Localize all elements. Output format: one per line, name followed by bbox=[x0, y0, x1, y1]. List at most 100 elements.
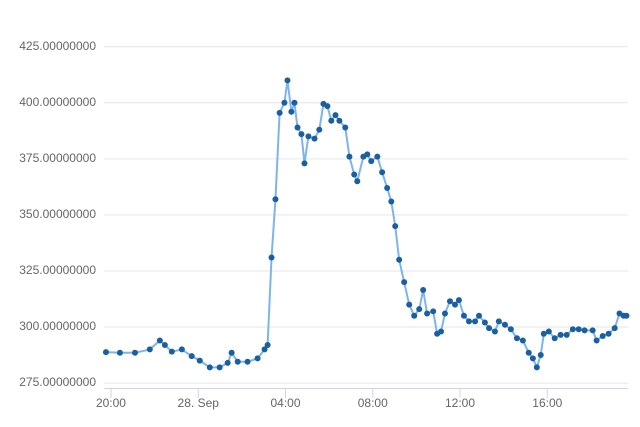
point bbox=[346, 153, 353, 160]
point bbox=[401, 279, 408, 286]
point bbox=[234, 358, 241, 365]
point bbox=[305, 133, 312, 140]
point bbox=[465, 318, 472, 325]
point bbox=[374, 153, 381, 160]
point bbox=[351, 171, 358, 178]
point bbox=[384, 184, 391, 191]
point bbox=[452, 301, 459, 308]
point bbox=[324, 103, 331, 110]
point bbox=[342, 124, 349, 131]
point bbox=[291, 99, 298, 106]
x-tick-label: 08:00 bbox=[358, 396, 388, 410]
point bbox=[557, 331, 564, 338]
point bbox=[411, 312, 418, 319]
point bbox=[392, 223, 399, 230]
point bbox=[161, 341, 168, 348]
x-tick-label: 28. Sep bbox=[178, 396, 220, 410]
point bbox=[102, 349, 109, 356]
point bbox=[224, 359, 231, 366]
x-tick-label: 04:00 bbox=[270, 396, 300, 410]
point bbox=[533, 364, 540, 371]
point bbox=[519, 337, 526, 344]
point bbox=[364, 151, 371, 158]
point bbox=[244, 358, 251, 365]
point bbox=[611, 325, 618, 332]
point bbox=[599, 332, 606, 339]
point bbox=[430, 308, 437, 315]
point bbox=[188, 353, 195, 360]
point bbox=[545, 328, 552, 335]
point bbox=[332, 112, 339, 119]
point bbox=[501, 321, 508, 328]
point bbox=[605, 330, 612, 337]
point bbox=[476, 312, 483, 319]
point bbox=[116, 349, 123, 356]
point bbox=[276, 109, 283, 116]
point bbox=[486, 325, 493, 332]
point bbox=[146, 346, 153, 353]
point bbox=[388, 198, 395, 205]
point bbox=[513, 335, 520, 342]
point bbox=[311, 135, 318, 142]
point bbox=[328, 117, 335, 124]
point bbox=[396, 256, 403, 263]
point bbox=[156, 337, 163, 344]
point bbox=[301, 160, 308, 167]
y-tick-label: 350.00000000 bbox=[19, 207, 96, 221]
point bbox=[623, 312, 630, 319]
point bbox=[261, 346, 268, 353]
y-tick-label: 425.00000000 bbox=[19, 39, 96, 53]
point bbox=[216, 364, 223, 371]
point bbox=[178, 346, 185, 353]
point bbox=[288, 108, 295, 115]
point bbox=[540, 330, 547, 337]
point bbox=[316, 126, 323, 133]
series-line bbox=[105, 80, 627, 371]
point bbox=[472, 318, 479, 325]
point bbox=[563, 331, 570, 338]
x-tick-label: 20:00 bbox=[96, 396, 126, 410]
point bbox=[529, 355, 536, 362]
point bbox=[264, 341, 271, 348]
y-tick-label: 400.00000000 bbox=[19, 95, 96, 109]
point bbox=[294, 124, 301, 131]
point bbox=[272, 196, 279, 203]
point bbox=[354, 178, 361, 185]
point bbox=[254, 355, 261, 362]
y-tick-label: 275.00000000 bbox=[19, 375, 96, 389]
point bbox=[206, 364, 213, 371]
point bbox=[481, 319, 488, 326]
point bbox=[416, 306, 423, 313]
point bbox=[507, 326, 514, 333]
point bbox=[196, 357, 203, 364]
point bbox=[379, 169, 386, 176]
point bbox=[168, 348, 175, 355]
point bbox=[581, 327, 588, 334]
point bbox=[228, 349, 235, 356]
point bbox=[575, 326, 582, 333]
point bbox=[525, 349, 532, 356]
point bbox=[406, 301, 413, 308]
point bbox=[491, 328, 498, 335]
point bbox=[495, 318, 502, 325]
point bbox=[420, 287, 427, 294]
point bbox=[424, 310, 431, 317]
point bbox=[460, 312, 467, 319]
point bbox=[284, 77, 291, 84]
point bbox=[368, 158, 375, 165]
point bbox=[281, 99, 288, 106]
y-tick-label: 375.00000000 bbox=[19, 151, 96, 165]
y-tick-label: 325.00000000 bbox=[19, 263, 96, 277]
x-tick-label: 16:00 bbox=[532, 396, 562, 410]
point bbox=[569, 326, 576, 333]
point bbox=[268, 254, 275, 261]
point bbox=[589, 327, 596, 334]
point bbox=[438, 328, 445, 335]
point bbox=[441, 310, 448, 317]
point bbox=[336, 117, 343, 124]
point bbox=[446, 298, 453, 305]
y-tick-label: 300.00000000 bbox=[19, 319, 96, 333]
point bbox=[593, 337, 600, 344]
point bbox=[551, 335, 558, 342]
